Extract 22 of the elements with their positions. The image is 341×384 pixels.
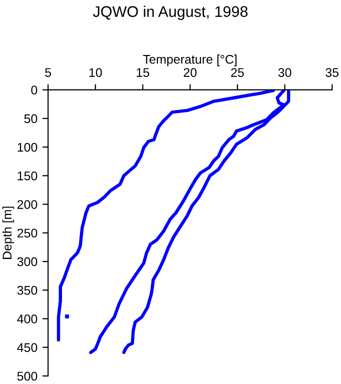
x-tick-label: 20 [184,68,197,77]
y-tick-label: 350 [17,286,38,295]
x-tick-label: 35 [326,68,339,77]
x-tick-label: 15 [136,68,150,77]
y-tick-label: 200 [17,200,38,209]
y-tick-label: 450 [17,343,38,352]
line-series [56,90,276,342]
x-tick-label: 10 [89,68,102,77]
y-tick-label: 150 [18,171,38,180]
x-tick-label: 5 [45,68,52,77]
y-tick-label: 400 [17,314,38,324]
y-tick-label: 100 [18,142,38,152]
y-tick-label: 300 [17,257,38,266]
x-tick-label: 30 [278,68,292,77]
x-axis-title: Temperature [°C] [143,54,237,66]
chart-title: JQWO in August, 1998 [93,6,248,20]
y-tick-label: 0 [31,86,38,95]
y-axis-title: Depth [m] [2,206,14,259]
x-tick-label: 25 [231,68,244,77]
y-tick-label: 500 [17,372,38,381]
y-tick-label: 250 [17,228,38,238]
y-tick-label: 50 [24,114,38,124]
